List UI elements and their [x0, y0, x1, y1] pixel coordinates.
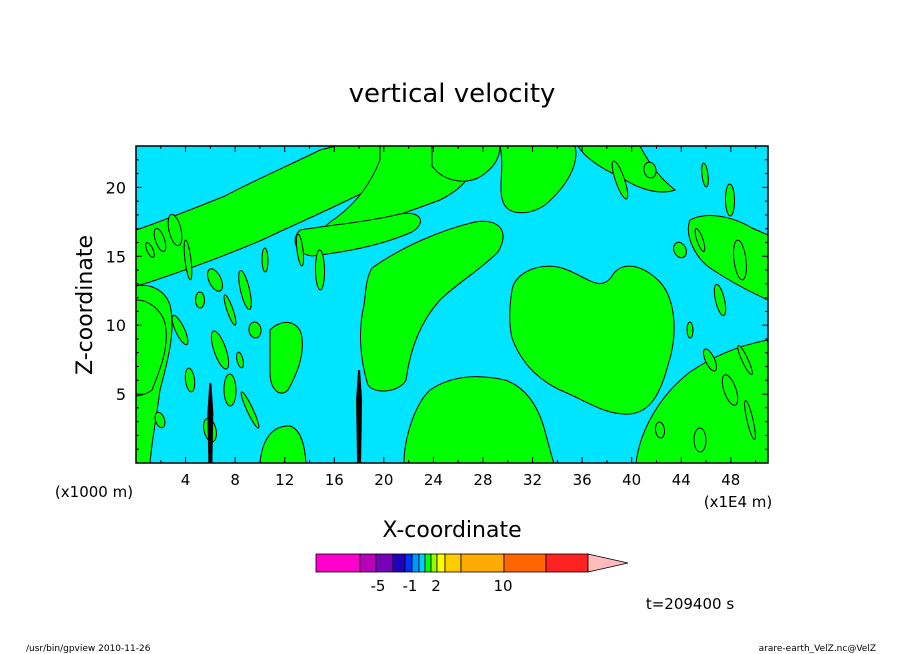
contour-streak: [693, 427, 707, 453]
contour-region: [499, 145, 577, 214]
contour-region: [635, 339, 769, 464]
colorbar-segment: [392, 553, 406, 573]
contour-streak: [724, 183, 736, 217]
x-tick-label: 20: [374, 471, 393, 489]
x-tick-label: 32: [523, 471, 542, 489]
y-tick-label: 10: [106, 316, 126, 335]
contour-streak: [171, 314, 189, 346]
colorbar-segment: [375, 553, 394, 573]
contour-streak: [654, 421, 666, 439]
colorbar-segment: [545, 553, 589, 573]
x-tick-label: 44: [672, 471, 691, 489]
colorbar-segment: [424, 553, 432, 573]
y-axis-label: Z-coordinate: [73, 235, 98, 375]
x-unit-label: (x1000 m): [55, 483, 133, 501]
colorbar-segment: [430, 553, 438, 573]
colorbar-segment: [404, 553, 413, 573]
contour-region: [431, 145, 501, 182]
contour-streak: [154, 411, 166, 429]
contour-streak: [183, 239, 193, 281]
contour-streak: [236, 351, 244, 369]
colorbar-segment: [503, 553, 547, 573]
contour-region: [509, 265, 675, 415]
colorbar-tick-label: -5: [371, 577, 386, 595]
contour-streak: [207, 268, 223, 292]
contour-streak: [721, 374, 739, 406]
contour-streak: [686, 321, 694, 339]
colorbar-segment: [436, 553, 446, 573]
y-tick-label: 15: [106, 247, 126, 266]
x-axis: 4 8 12 16 20 24 28 32 36 40 44 48: [160, 146, 757, 489]
contour-streak: [184, 367, 196, 393]
contour-streak: [611, 160, 629, 200]
x-tick-label: 4: [181, 471, 191, 489]
contour-region: [360, 220, 504, 392]
contour-streak: [744, 400, 756, 440]
chart-title: vertical velocity: [349, 79, 556, 109]
contour-streak: [702, 348, 718, 372]
time-label: t=209400 s: [646, 595, 734, 613]
x-tick-label: 8: [230, 471, 240, 489]
contour-streak: [210, 330, 230, 370]
colorbar-segment: [460, 553, 505, 573]
x-scale-label: (x1E4 m): [704, 493, 773, 511]
contour-streak: [223, 373, 237, 407]
contour-streak: [701, 162, 709, 188]
colorbar-segment: [411, 553, 420, 573]
contour-streak: [713, 283, 727, 317]
contour-streak: [194, 291, 206, 309]
y-axis: 5 10 15 20: [106, 159, 768, 450]
x-tick-label: 12: [275, 471, 294, 489]
x-tick-label: 36: [573, 471, 592, 489]
x-tick-label: 28: [473, 471, 492, 489]
contour-streak: [145, 242, 155, 258]
x-tick-label: 24: [424, 471, 443, 489]
footer-left: /usr/bin/gpview 2010-11-26: [26, 644, 151, 654]
contour-streak: [153, 228, 167, 252]
contour-streak: [240, 391, 260, 429]
contour-region: [135, 299, 167, 397]
colorbar-tick-label: 2: [431, 577, 441, 595]
footer-right: arare-earth_VelZ.nc@VelZ: [759, 644, 876, 654]
y-tick-label: 20: [106, 178, 126, 197]
contour-streak: [314, 249, 326, 291]
contour-streak: [238, 269, 252, 311]
contour-region: [294, 212, 421, 257]
contour-streak: [737, 344, 753, 376]
colorbar-segment: [315, 553, 361, 573]
contour-region: [259, 425, 307, 464]
contour-plot: [135, 145, 769, 464]
x-tick-label: 40: [622, 471, 641, 489]
contour-region: [688, 215, 769, 301]
contour-streak: [261, 247, 269, 273]
contour-streak: [694, 228, 706, 252]
y-tick-label: 5: [116, 385, 126, 404]
contour-streak: [643, 161, 657, 179]
colorbar-tick-label: -1: [403, 577, 418, 595]
contour-streak: [733, 239, 747, 281]
contour-streak: [295, 233, 305, 267]
plot-frame: [135, 145, 769, 464]
x-tick-label: 16: [325, 471, 344, 489]
contour-region: [269, 322, 303, 394]
x-tick-label: 48: [721, 471, 740, 489]
contour-region: [403, 376, 555, 464]
colorbar-tick-label: 10: [493, 577, 512, 595]
x-axis-label: X-coordinate: [382, 518, 521, 543]
colorbar-segment: [418, 553, 426, 573]
colorbar: -5 -1 2 10: [315, 553, 629, 595]
updraft-spike: [207, 383, 214, 463]
contour-streak: [223, 294, 237, 326]
contour-streak: [673, 241, 687, 259]
colorbar-segment: [359, 553, 377, 573]
colorbar-extend-arrow: [587, 553, 629, 573]
colorbar-segment: [444, 553, 462, 573]
updraft-spike: [356, 370, 363, 463]
contour-streak: [248, 321, 262, 339]
positive-contours: [135, 145, 769, 464]
contour-streak: [167, 213, 183, 247]
strong-updraft-contours: [207, 370, 363, 463]
